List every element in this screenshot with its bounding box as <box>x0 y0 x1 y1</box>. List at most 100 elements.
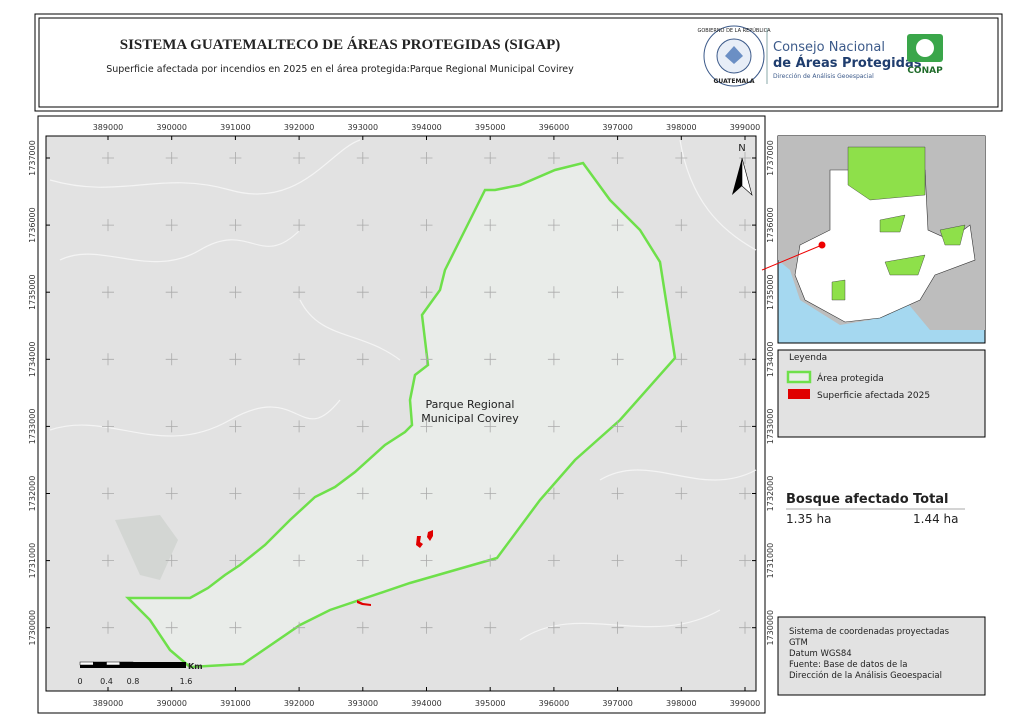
grid-cross <box>611 219 624 232</box>
grid-cross <box>165 621 178 634</box>
grid-cross <box>229 353 242 366</box>
north-arrow <box>732 158 742 195</box>
grid-cross <box>484 554 497 567</box>
grid-cross <box>739 353 751 366</box>
legend-swatch <box>786 370 812 384</box>
conap-icon-face <box>916 39 934 57</box>
grid-cross <box>484 487 497 500</box>
legend-item: Área protegida <box>817 372 884 384</box>
x-coord-label: 396000 <box>539 123 570 132</box>
logo-line2: de Áreas Protegidas <box>773 55 922 71</box>
grid-cross <box>611 286 624 299</box>
note-line: Sistema de coordenadas proyectadas <box>789 627 950 637</box>
scale-segment <box>106 661 120 666</box>
x-coord-label: 399000 <box>730 123 761 132</box>
grid-cross <box>611 487 624 500</box>
legend-box <box>777 349 986 438</box>
protected-area <box>124 161 677 669</box>
grid-cross <box>739 152 751 164</box>
grid-cross <box>293 554 306 567</box>
y-coord-label: 1737000 <box>766 140 775 176</box>
grid-cross <box>229 219 242 232</box>
grid-cross <box>102 420 114 433</box>
grid-cross <box>420 353 433 366</box>
grid-cross <box>675 152 688 164</box>
grid-cross <box>675 487 688 500</box>
grid-cross <box>293 487 306 500</box>
grid-cross <box>102 554 114 567</box>
x-coord-label: 392000 <box>284 699 315 708</box>
scale-label: 0.8 <box>127 677 140 686</box>
grid-cross <box>739 219 751 232</box>
grid-cross <box>547 420 560 433</box>
grid-cross <box>356 621 369 634</box>
grid-cross <box>675 286 688 299</box>
grid-cross <box>293 353 306 366</box>
y-coord-label: 1737000 <box>28 140 37 176</box>
grid-cross <box>229 554 242 567</box>
grid-cross <box>420 286 433 299</box>
grid-cross <box>356 420 369 433</box>
grid-cross <box>547 219 560 232</box>
grid-cross <box>611 353 624 366</box>
grid-cross <box>675 420 688 433</box>
grid-cross <box>229 420 242 433</box>
grid-cross <box>484 420 497 433</box>
legend-item: Superficie afectada 2025 <box>817 391 930 401</box>
grid-cross <box>165 353 178 366</box>
grid-cross <box>165 152 178 164</box>
grid-cross <box>420 420 433 433</box>
y-coord-label: 1734000 <box>28 341 37 377</box>
x-coord-label: 392000 <box>284 123 315 132</box>
note-line: Fuente: Base de datos de la <box>789 660 907 670</box>
table-header: Bosque afectado <box>786 492 909 507</box>
grid-cross <box>293 621 306 634</box>
inset-areas <box>831 146 966 301</box>
north-label: N <box>738 143 745 154</box>
x-coord-label: 394000 <box>411 699 442 708</box>
legend-title: Leyenda <box>789 353 827 363</box>
x-coord-label: 396000 <box>539 699 570 708</box>
header-inner <box>38 17 999 108</box>
grid-cross <box>739 286 751 299</box>
table-cell: 1.44 ha <box>913 512 959 526</box>
x-coord-label: 391000 <box>220 123 251 132</box>
x-coord-label: 390000 <box>156 699 187 708</box>
table-cell: 1.35 ha <box>786 512 832 526</box>
scale-label: 1.6 <box>180 677 193 686</box>
grid-cross <box>420 487 433 500</box>
grid-cross <box>675 621 688 634</box>
scale-bar: 0 0.4 0.8 1.6 Km <box>77 661 203 686</box>
grid-cross <box>484 219 497 232</box>
inset-location <box>818 241 826 249</box>
x-coord-label: 397000 <box>602 123 633 132</box>
grid-cross <box>739 487 751 500</box>
grid-cross <box>739 621 751 634</box>
grid-cross <box>229 621 242 634</box>
grid-cross <box>229 152 242 164</box>
grid-cross <box>547 353 560 366</box>
grid-cross <box>165 219 178 232</box>
grid-cross <box>420 219 433 232</box>
north-arrow <box>741 157 753 196</box>
x-coord-label: 395000 <box>475 123 506 132</box>
y-coord-label: 1735000 <box>766 274 775 310</box>
coordinate-grid: 389000 389000 390000 390000 391000 391000 3920… <box>28 123 775 708</box>
notes-box <box>777 616 986 696</box>
grid-cross <box>420 621 433 634</box>
y-coord-label: 1732000 <box>766 476 775 512</box>
grid-cross <box>420 152 433 164</box>
grid-cross <box>739 420 751 433</box>
grid-cross <box>611 554 624 567</box>
x-coord-label: 393000 <box>348 123 379 132</box>
grid-cross <box>547 487 560 500</box>
grid-cross <box>484 621 497 634</box>
seal-top: GOBIERNO DE LA REPÚBLICA <box>697 27 771 34</box>
grid-cross <box>739 554 751 567</box>
y-coord-label: 1733000 <box>766 409 775 445</box>
roads <box>49 139 757 641</box>
x-coord-label: 394000 <box>411 123 442 132</box>
y-coord-label: 1730000 <box>766 610 775 646</box>
y-coord-label: 1733000 <box>28 409 37 445</box>
